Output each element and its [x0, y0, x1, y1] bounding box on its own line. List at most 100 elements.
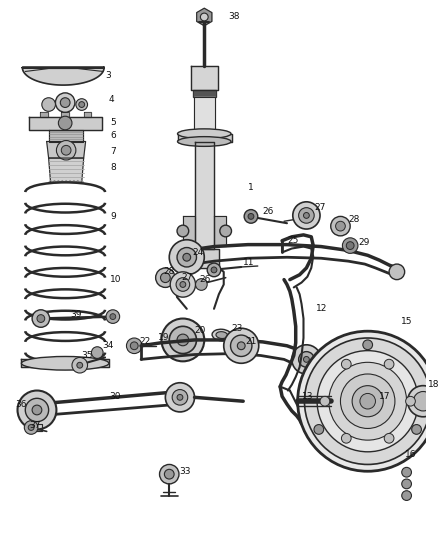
Circle shape	[56, 93, 75, 112]
Circle shape	[106, 310, 120, 324]
Circle shape	[331, 216, 350, 236]
Ellipse shape	[177, 136, 231, 147]
Text: 26: 26	[263, 207, 274, 216]
Polygon shape	[197, 8, 212, 26]
Polygon shape	[194, 141, 214, 248]
Circle shape	[336, 221, 345, 231]
Text: 35: 35	[82, 351, 93, 360]
Circle shape	[340, 374, 395, 429]
Circle shape	[32, 405, 42, 415]
Circle shape	[18, 391, 57, 430]
Text: 28: 28	[348, 215, 360, 224]
Circle shape	[293, 202, 320, 229]
Text: 6: 6	[110, 131, 116, 140]
Circle shape	[402, 467, 411, 477]
Circle shape	[413, 392, 433, 411]
Circle shape	[200, 13, 208, 21]
Polygon shape	[214, 216, 226, 246]
Circle shape	[162, 319, 204, 361]
Ellipse shape	[21, 357, 109, 370]
Circle shape	[346, 241, 354, 249]
Text: 9: 9	[110, 212, 116, 221]
Circle shape	[317, 351, 418, 452]
Circle shape	[32, 310, 49, 327]
Text: 8: 8	[110, 163, 116, 172]
Text: 17: 17	[379, 392, 391, 401]
Circle shape	[248, 214, 254, 219]
Circle shape	[320, 397, 330, 406]
Circle shape	[72, 358, 88, 373]
Text: 36: 36	[16, 400, 27, 409]
Circle shape	[58, 116, 72, 130]
Circle shape	[25, 398, 49, 422]
Circle shape	[25, 421, 38, 434]
Circle shape	[110, 314, 116, 319]
Circle shape	[406, 397, 415, 406]
Circle shape	[402, 479, 411, 489]
Polygon shape	[84, 112, 92, 117]
Polygon shape	[21, 359, 109, 367]
Text: 21: 21	[245, 337, 257, 346]
Polygon shape	[183, 216, 194, 246]
Text: 27: 27	[181, 273, 192, 282]
Circle shape	[177, 394, 183, 400]
Circle shape	[292, 345, 321, 374]
Text: 37: 37	[29, 421, 41, 430]
Ellipse shape	[216, 332, 228, 338]
Circle shape	[342, 359, 351, 369]
Circle shape	[384, 433, 394, 443]
Circle shape	[57, 141, 76, 160]
Circle shape	[177, 247, 197, 267]
Text: 25: 25	[287, 236, 298, 245]
Circle shape	[172, 390, 188, 405]
Circle shape	[169, 326, 197, 353]
Circle shape	[314, 425, 324, 434]
Circle shape	[131, 342, 138, 350]
Text: 11: 11	[243, 257, 254, 266]
Circle shape	[28, 425, 34, 431]
Circle shape	[304, 338, 431, 464]
Circle shape	[224, 328, 259, 364]
Polygon shape	[49, 158, 84, 182]
Text: 38: 38	[229, 12, 240, 21]
Circle shape	[363, 340, 373, 350]
Circle shape	[42, 98, 56, 111]
Text: 3: 3	[105, 71, 111, 80]
Circle shape	[211, 267, 217, 273]
Circle shape	[244, 209, 258, 223]
Text: 18: 18	[428, 380, 438, 389]
Circle shape	[37, 314, 45, 322]
Circle shape	[220, 225, 232, 237]
Text: 30: 30	[109, 392, 120, 401]
Circle shape	[160, 273, 170, 282]
Circle shape	[360, 393, 375, 409]
Circle shape	[343, 238, 358, 253]
Circle shape	[180, 281, 186, 287]
Circle shape	[195, 279, 207, 290]
Polygon shape	[40, 112, 48, 117]
Text: 13: 13	[301, 392, 313, 401]
Circle shape	[92, 347, 103, 358]
Circle shape	[299, 208, 314, 223]
Circle shape	[183, 253, 191, 261]
Circle shape	[298, 331, 438, 471]
Circle shape	[230, 335, 252, 357]
Polygon shape	[193, 90, 216, 97]
Text: 27: 27	[314, 203, 325, 212]
Ellipse shape	[212, 329, 232, 341]
Circle shape	[159, 464, 179, 484]
Text: 1: 1	[248, 183, 254, 192]
Polygon shape	[29, 117, 102, 130]
Circle shape	[60, 98, 70, 108]
Circle shape	[164, 470, 174, 479]
Text: 29: 29	[358, 238, 369, 247]
Polygon shape	[49, 130, 83, 141]
Circle shape	[237, 342, 245, 350]
Circle shape	[177, 334, 189, 346]
Text: 12: 12	[316, 304, 328, 313]
Circle shape	[389, 264, 405, 280]
Circle shape	[402, 491, 411, 500]
Circle shape	[384, 359, 394, 369]
Circle shape	[76, 99, 88, 110]
Text: 39: 39	[70, 310, 81, 319]
